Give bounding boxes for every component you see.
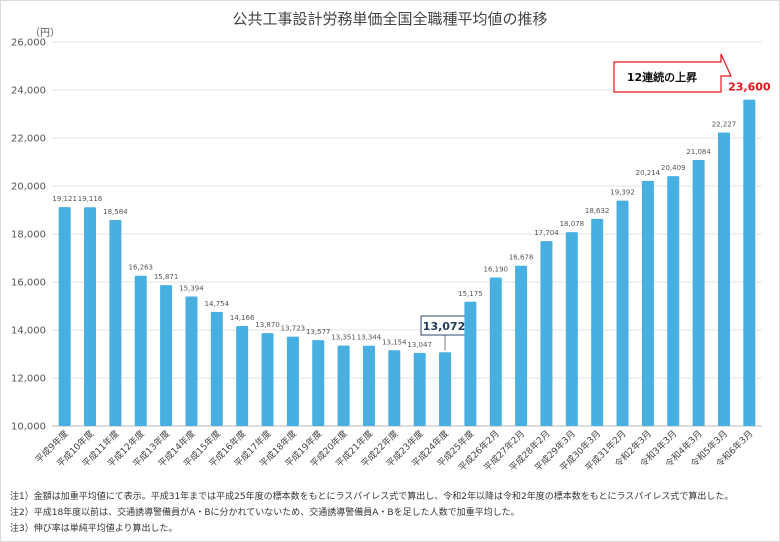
note-1: 注1）金額は加重平均値にて表示。平成31年までは平成25年度の標本数をもとにラス… [10, 492, 734, 502]
data-label: 16,678 [509, 254, 534, 262]
bar-chart: 公共工事設計労務単価全国全職種平均値の推移 （円） 10,000 12,000 14,0… [11, 10, 771, 474]
data-label: 21,084 [686, 148, 711, 156]
bar [743, 99, 756, 426]
y-tick-label: 26,000 [11, 38, 46, 49]
data-label: 13,351 [331, 334, 356, 342]
bar [134, 275, 147, 426]
bar [641, 180, 654, 426]
data-label: 19,116 [78, 195, 103, 203]
bar [109, 219, 122, 426]
bar [236, 326, 249, 426]
data-label: 19,121 [52, 195, 77, 203]
data-label: 16,263 [129, 264, 154, 272]
data-label: 13,577 [306, 328, 331, 336]
data-label: 13,723 [281, 325, 306, 333]
bar [388, 350, 401, 426]
data-label: 16,190 [484, 265, 509, 273]
data-label: 17,704 [534, 229, 559, 237]
data-label: 18,078 [560, 220, 585, 228]
bar [362, 345, 375, 426]
data-label: 13,154 [382, 338, 407, 346]
y-tick-label: 12,000 [11, 374, 46, 385]
y-tick-label: 24,000 [11, 86, 46, 97]
data-label-max: 23,600 [728, 81, 771, 94]
bar [667, 176, 680, 426]
bar [464, 301, 477, 426]
data-label: 13,870 [255, 321, 280, 329]
y-tick-label: 20,000 [11, 182, 46, 193]
bar [160, 285, 173, 426]
bar [337, 345, 350, 426]
data-label: 18,632 [585, 207, 610, 215]
bar [616, 200, 629, 426]
data-label: 18,584 [103, 208, 128, 216]
max-callout: 12連続の上昇 [627, 70, 697, 84]
bar [515, 265, 528, 426]
bar [185, 296, 198, 426]
data-label: 19,392 [610, 189, 635, 197]
bar [439, 352, 452, 426]
y-tick-label: 18,000 [11, 230, 46, 241]
y-tick-label: 14,000 [11, 326, 46, 337]
data-label: 15,394 [179, 285, 204, 293]
bar [591, 218, 604, 426]
bar [692, 159, 705, 426]
bar [717, 132, 730, 426]
y-tick-label: 10,000 [11, 422, 46, 433]
y-tick-label: 22,000 [11, 134, 46, 145]
data-label: 22,227 [712, 121, 737, 129]
bar [84, 207, 97, 426]
min-callout: 13,072 [423, 320, 465, 333]
bar [413, 352, 426, 426]
note-3: 注3）伸び率は単純平均値より算出した。 [10, 524, 178, 534]
data-label: 20,214 [636, 169, 661, 177]
bar [540, 241, 553, 426]
data-label: 13,344 [357, 334, 382, 342]
y-tick-label: 16,000 [11, 278, 46, 289]
y-axis-unit: （円） [30, 27, 60, 39]
bar [565, 232, 578, 426]
note-2: 注2）平成18年度以前は、交通誘導警備員がA・Bに分かれていないため、交通誘導警… [10, 508, 520, 518]
bar [210, 311, 223, 426]
data-label: 14,166 [230, 314, 255, 322]
bar [489, 277, 502, 426]
max-callout-box [613, 53, 732, 93]
chart-title: 公共工事設計労務単価全国全職種平均値の推移 [232, 10, 547, 28]
data-label: 15,871 [154, 273, 179, 281]
bar [58, 207, 71, 426]
data-label: 20,409 [661, 164, 686, 172]
bar [261, 333, 274, 426]
bar [286, 336, 299, 426]
data-label: 13,047 [407, 341, 432, 349]
data-label: 15,175 [458, 290, 483, 298]
bar [312, 340, 325, 426]
notes: 注1）金額は加重平均値にて表示。平成31年までは平成25年度の標本数をもとにラス… [10, 489, 733, 537]
data-label: 14,754 [205, 300, 230, 308]
